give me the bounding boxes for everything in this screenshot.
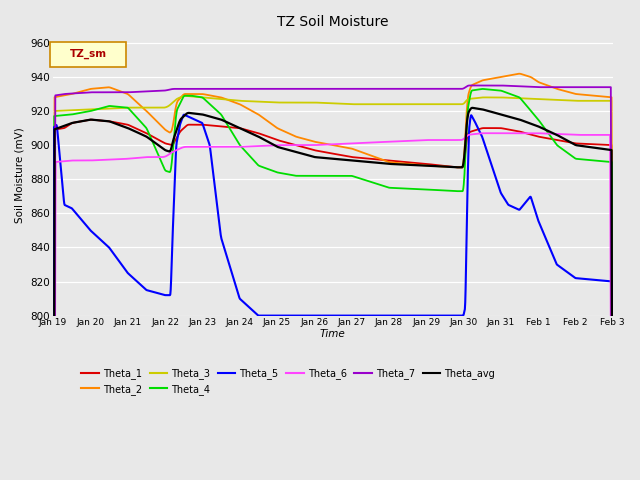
- Theta_2: [287, 132, 294, 137]
- Line: Theta_5: Theta_5: [53, 115, 612, 480]
- Theta_3: [308, 100, 316, 106]
- Theta_3: [115, 105, 123, 111]
- Theta_3: [287, 100, 295, 106]
- Theta_2: [93, 85, 100, 91]
- Y-axis label: Soil Moisture (mV): Soil Moisture (mV): [15, 127, 25, 223]
- Theta_1: [93, 117, 100, 123]
- Theta_avg: [368, 159, 376, 165]
- Theta_7: [115, 89, 123, 95]
- Theta_6: [481, 131, 489, 136]
- Theta_4: [115, 104, 123, 110]
- Theta_1: [308, 147, 316, 153]
- Theta_4: [368, 179, 376, 185]
- Theta_6: [298, 142, 306, 148]
- Theta_1: [116, 120, 124, 126]
- Line: Theta_6: Theta_6: [53, 133, 612, 480]
- Theta_2: [298, 135, 306, 141]
- Theta_avg: [308, 154, 316, 159]
- Theta_5: [368, 312, 376, 318]
- Theta_3: [299, 100, 307, 106]
- Theta_5: [287, 312, 295, 318]
- Text: TZ_sm: TZ_sm: [70, 48, 107, 59]
- Theta_6: [115, 156, 123, 162]
- Theta_2: [308, 138, 316, 144]
- Theta_6: [368, 140, 376, 145]
- Theta_7: [287, 86, 294, 92]
- Theta_3: [181, 93, 189, 99]
- Theta_7: [466, 83, 474, 88]
- Theta_7: [298, 86, 306, 92]
- Theta_avg: [287, 148, 294, 154]
- Theta_7: [368, 86, 376, 92]
- Legend: Theta_1, Theta_2, Theta_3, Theta_4, Theta_5, Theta_6, Theta_7, Theta_avg: Theta_1, Theta_2, Theta_3, Theta_4, Thet…: [77, 364, 499, 398]
- Theta_5: [93, 233, 100, 239]
- Theta_2: [515, 71, 523, 77]
- Line: Theta_7: Theta_7: [53, 85, 612, 480]
- Theta_5: [115, 258, 123, 264]
- Theta_4: [308, 173, 316, 179]
- Theta_avg: [115, 122, 123, 128]
- Title: TZ Soil Moisture: TZ Soil Moisture: [277, 15, 388, 29]
- Theta_3: [93, 106, 100, 112]
- Theta_avg: [93, 117, 100, 123]
- Theta_1: [87, 117, 95, 122]
- Theta_4: [93, 107, 100, 112]
- Line: Theta_avg: Theta_avg: [53, 108, 612, 480]
- Theta_avg: [298, 151, 306, 156]
- Theta_2: [115, 88, 123, 94]
- Theta_4: [298, 173, 306, 179]
- Theta_6: [93, 157, 100, 163]
- Line: Theta_4: Theta_4: [53, 89, 612, 480]
- Theta_2: [368, 153, 376, 159]
- X-axis label: Time: Time: [320, 329, 346, 339]
- Theta_3: [368, 101, 376, 107]
- Line: Theta_3: Theta_3: [53, 96, 612, 480]
- Theta_1: [368, 156, 376, 162]
- Theta_5: [308, 312, 316, 318]
- Theta_6: [308, 142, 316, 148]
- Theta_6: [287, 142, 294, 148]
- Theta_7: [308, 86, 316, 92]
- FancyBboxPatch shape: [51, 42, 126, 67]
- Theta_4: [479, 86, 486, 92]
- Theta_7: [93, 89, 100, 95]
- Theta_5: [299, 312, 307, 318]
- Theta_1: [299, 144, 307, 150]
- Line: Theta_1: Theta_1: [53, 120, 612, 480]
- Theta_1: [287, 141, 295, 147]
- Theta_avg: [468, 105, 476, 111]
- Theta_4: [287, 172, 294, 178]
- Theta_5: [180, 112, 188, 118]
- Line: Theta_2: Theta_2: [53, 74, 612, 480]
